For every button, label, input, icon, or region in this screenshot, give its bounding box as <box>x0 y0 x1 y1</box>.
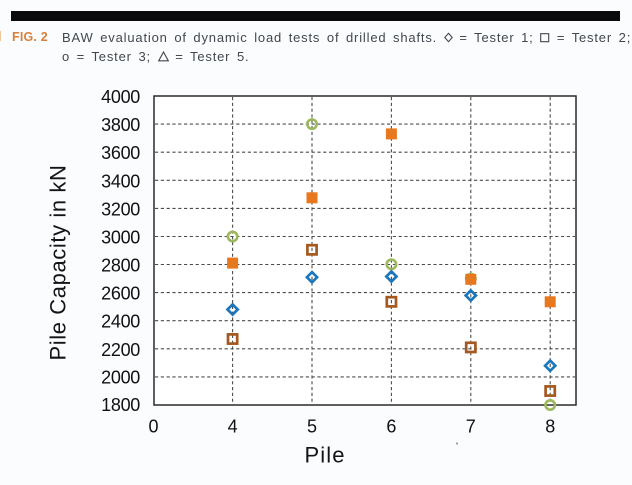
svg-text:3000: 3000 <box>101 228 140 248</box>
svg-text:4: 4 <box>228 417 238 437</box>
svg-text:2800: 2800 <box>101 256 140 276</box>
svg-text:2400: 2400 <box>101 312 140 332</box>
svg-text:3600: 3600 <box>101 143 140 163</box>
svg-text:3800: 3800 <box>101 115 140 135</box>
svg-text:2000: 2000 <box>101 368 140 388</box>
svg-text:3400: 3400 <box>101 171 140 191</box>
svg-text:5: 5 <box>307 417 317 437</box>
svg-text:2600: 2600 <box>101 284 140 304</box>
svg-text:4000: 4000 <box>101 87 140 107</box>
svg-text:8: 8 <box>545 417 555 437</box>
svg-text:6: 6 <box>386 417 396 437</box>
svg-text:Pile Capacity in kN: Pile Capacity in kN <box>46 164 71 360</box>
svg-text:2200: 2200 <box>101 340 140 360</box>
svg-text:Pile: Pile <box>304 443 345 468</box>
svg-text:1800: 1800 <box>101 395 140 415</box>
svg-text:3200: 3200 <box>101 199 140 219</box>
svg-text:0: 0 <box>148 417 158 437</box>
svg-text:7: 7 <box>466 417 476 437</box>
